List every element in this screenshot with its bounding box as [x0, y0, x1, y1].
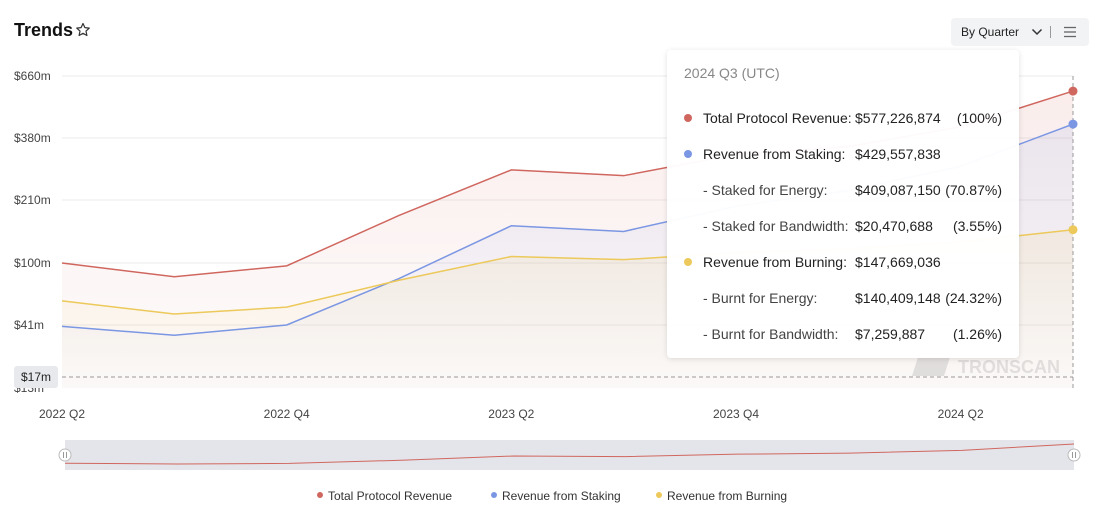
legend-label: Total Protocol Revenue	[328, 489, 453, 503]
tooltip-label: Revenue from Burning:	[703, 254, 847, 270]
tooltip-value: $577,226,874	[855, 110, 941, 126]
crosshair-label-bg	[14, 366, 58, 388]
watermark-logo: TRONSCAN	[912, 357, 1060, 377]
crosshair-label: $17m	[21, 370, 51, 384]
tooltip-dot	[684, 114, 692, 122]
tooltip-label: Revenue from Staking:	[703, 146, 846, 162]
x-tick-label: 2023 Q2	[488, 407, 534, 421]
page-title: Trends	[14, 20, 74, 40]
tooltip-percent: (70.87%)	[945, 182, 1002, 198]
tooltip-percent: (100%)	[956, 110, 1002, 126]
chevron-down-icon	[1031, 28, 1043, 36]
zoom-handle-knob	[1067, 448, 1081, 462]
tooltip-row: - Staked for Energy: $409,087,150 (70.87%)	[667, 180, 1019, 200]
tooltip-row: - Burnt for Bandwidth: $7,259,887 (1.26%)	[667, 324, 1019, 344]
x-tick-label: 2022 Q4	[264, 407, 310, 421]
zoom-slider-handle[interactable]	[1067, 448, 1081, 462]
period-select[interactable]: By Quarter	[951, 18, 1049, 46]
star-icon[interactable]	[75, 22, 91, 38]
tooltip-header: 2024 Q3 (UTC)	[684, 65, 780, 81]
legend-label: Revenue from Staking	[502, 489, 621, 503]
tooltip-value: $429,557,838	[855, 146, 941, 162]
y-tick-label: $210m	[14, 193, 51, 207]
tooltip-dot	[684, 150, 692, 158]
menu-icon[interactable]	[1062, 25, 1078, 39]
tooltip-row: Total Protocol Revenue: $577,226,874 (100%…	[667, 108, 1019, 128]
tooltip-value: $147,669,036	[855, 254, 941, 270]
data-point	[1068, 225, 1078, 235]
tooltip-row: - Staked for Bandwidth: $20,470,688 (3.55%…	[667, 216, 1019, 236]
tooltip-value: $20,470,688	[855, 218, 933, 234]
tooltip-label: Total Protocol Revenue:	[703, 110, 852, 126]
tooltip-row: Revenue from Staking: $429,557,838	[667, 144, 1019, 164]
tooltip-percent: (3.55%)	[952, 218, 1002, 234]
tooltip-label: - Staked for Energy:	[703, 182, 828, 198]
tooltip-label: - Burnt for Energy:	[703, 290, 818, 306]
tooltip-value: $140,409,148	[855, 290, 941, 306]
tooltip-dot	[684, 258, 692, 266]
y-tick-label: $41m	[14, 318, 44, 332]
zoom-handle-knob	[58, 448, 72, 462]
tooltip: 2024 Q3 (UTC) Total Protocol Revenue: $57…	[667, 50, 1019, 358]
x-tick-label: 2023 Q4	[713, 407, 759, 421]
legend-label: Revenue from Burning	[667, 489, 788, 503]
tooltip-percent: (24.32%)	[945, 290, 1002, 306]
toolbar-divider	[1050, 26, 1051, 38]
watermark-text: TRONSCAN	[958, 357, 1060, 377]
tooltip-percent: (1.26%)	[952, 326, 1002, 342]
zoom-slider-preview-line	[64, 443, 1075, 465]
zoom-slider-handle[interactable]	[58, 448, 72, 462]
x-tick-label: 2022 Q2	[39, 407, 85, 421]
y-tick-label: $660m	[14, 69, 51, 83]
chart-toolbar: By Quarter	[951, 18, 1089, 46]
zoom-slider-track	[65, 440, 1074, 470]
tooltip-label: - Staked for Bandwidth:	[703, 218, 849, 234]
watermark-logo-shape	[912, 357, 950, 376]
tooltip-row: Revenue from Burning: $147,669,036	[667, 252, 1019, 272]
tooltip-label: - Burnt for Bandwidth:	[703, 326, 839, 342]
period-select-label: By Quarter	[961, 25, 1020, 39]
tooltip-row: - Burnt for Energy: $140,409,148 (24.32%)	[667, 288, 1019, 308]
y-tick-label: $100m	[14, 256, 51, 270]
legend-dot	[656, 492, 662, 498]
legend: Total Protocol Revenue Revenue from Stak…	[0, 488, 1103, 504]
tooltip-value: $7,259,887	[855, 326, 926, 342]
x-tick-label: 2024 Q2	[938, 407, 984, 421]
data-point	[1068, 119, 1078, 129]
y-tick-label: $380m	[14, 131, 51, 145]
data-point	[1068, 86, 1078, 96]
legend-dot	[491, 492, 497, 498]
tooltip-value: $409,087,150	[855, 182, 941, 198]
legend-dot	[317, 492, 323, 498]
